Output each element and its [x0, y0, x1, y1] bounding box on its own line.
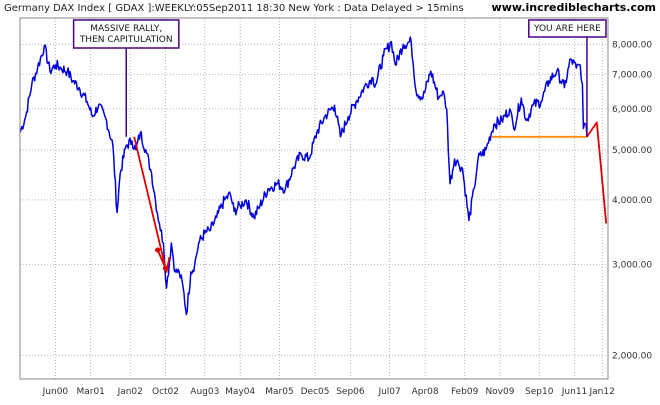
y-tick-label: 8,000.00 — [612, 40, 652, 50]
x-tick-label: Nov09 — [485, 387, 514, 397]
x-tick-label: Jul07 — [377, 387, 400, 397]
y-tick-label: 6,000.00 — [612, 105, 652, 115]
x-tick-label: Jun00 — [42, 387, 69, 397]
x-tick-label: Oct02 — [152, 387, 179, 397]
y-tick-label: 5,000.00 — [612, 146, 652, 156]
y-tick-label: 3,000.00 — [612, 260, 652, 270]
site-label: www.incrediblecharts.com — [492, 1, 656, 14]
decline-trend-line — [133, 136, 171, 273]
pullback-marker-line — [156, 249, 167, 269]
x-tick-label: Feb09 — [451, 387, 479, 397]
y-tick-label: 7,000.00 — [612, 70, 652, 80]
annotations: MASSIVE RALLY,THEN CAPITULATION YOU ARE H… — [72, 19, 607, 137]
series-layer — [19, 36, 608, 316]
y-tick-label: 4,000.00 — [612, 196, 652, 206]
plot-frame — [19, 17, 609, 380]
x-tick-label: Dec05 — [301, 387, 330, 397]
projected-path-line — [586, 121, 608, 224]
x-tick-label: May04 — [225, 387, 255, 397]
price-series-line — [19, 36, 588, 316]
x-tick-label: Mar05 — [265, 387, 293, 397]
tick-labels: Jun00 Mar01 Jan02 Oct02 Aug03 May04 Mar05 Dec05… — [42, 40, 653, 397]
x-tick-label: Jan02 — [117, 387, 143, 397]
chart-title: Germany DAX Index [ GDAX ]:WEEKLY:05Sep2… — [4, 3, 464, 14]
annotation-text: MASSIVE RALLY, — [90, 24, 162, 34]
x-tick-label: Aug03 — [190, 387, 219, 397]
x-tick-label: Mar01 — [76, 387, 104, 397]
pullback-point-marker — [155, 247, 161, 253]
annotation-text: YOU ARE HERE — [533, 24, 601, 34]
annotation-box — [72, 19, 180, 49]
x-tick-label: Sep10 — [525, 387, 554, 397]
x-tick-label: Jun11 — [561, 387, 588, 397]
y-tick-label: 2,000.00 — [612, 351, 652, 361]
annotation-box — [528, 19, 607, 38]
grid — [20, 18, 608, 379]
x-tick-label: Sep06 — [336, 387, 365, 397]
x-tick-label: Apr08 — [412, 387, 439, 397]
x-tick-label: Jan12 — [589, 387, 615, 397]
annotation-text: THEN CAPITULATION — [79, 35, 173, 45]
pullback-point-marker — [162, 265, 169, 271]
